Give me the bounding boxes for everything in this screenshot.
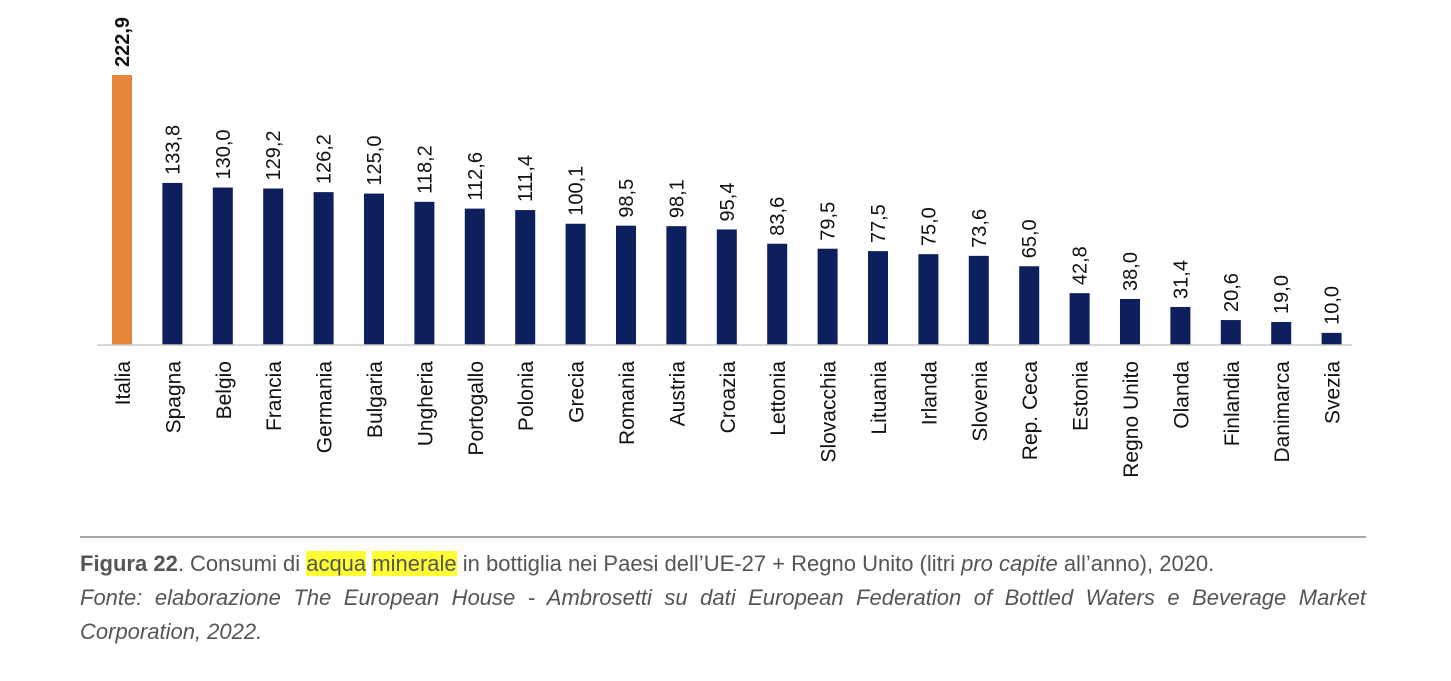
value-label-bulgaria: 125,0 <box>364 136 386 186</box>
caption-text-1: . Consumi di <box>177 551 307 576</box>
bar-italia <box>112 75 132 345</box>
category-label-italia: Italia <box>112 361 135 406</box>
bar-slovacchia <box>817 248 838 345</box>
bar-lettonia <box>767 243 788 345</box>
category-label-ungheria: Ungheria <box>414 361 437 447</box>
caption-text-4: all’anno), 2020. <box>1057 551 1215 576</box>
bar-spagna <box>162 182 183 345</box>
caption-text-3: in bottiglia nei Paesi dell’UE-27 + Regn… <box>456 551 962 576</box>
bar-rep-ceca <box>1019 266 1040 345</box>
bar-lituania <box>868 251 888 345</box>
category-label-portogallo: Portogallo <box>465 361 488 456</box>
category-label-lettonia: Lettonia <box>767 361 790 436</box>
value-label-italia: 222,9 <box>112 17 134 67</box>
category-label-estonia: Estonia <box>1070 361 1093 431</box>
value-label-danimarca: 19,0 <box>1271 275 1293 314</box>
bar-olanda <box>1170 306 1191 345</box>
category-label-grecia: Grecia <box>566 361 589 423</box>
value-label-lettonia: 83,6 <box>767 197 789 236</box>
bar-belgio <box>212 187 233 345</box>
bar-chart: 222,9 133,8 130,0 129,2 126,2 125,0 118,2 112,6… <box>97 17 1352 478</box>
bar-danimarca <box>1271 321 1292 345</box>
bar-regno-unito <box>1120 298 1140 345</box>
category-label-olanda: Olanda <box>1170 361 1193 429</box>
value-label-finlandia: 20,6 <box>1221 273 1243 312</box>
value-label-irlanda: 75,0 <box>918 207 940 246</box>
category-label-finlandia: Finlandia <box>1221 361 1244 447</box>
category-labels-group: Italia Spagna Belgio Francia Germania Bulgari… <box>112 361 1345 478</box>
value-label-belgio: 130,0 <box>213 129 235 179</box>
bars-group <box>112 75 1342 345</box>
caption-source: Fonte: elaborazione The European House -… <box>80 585 1366 644</box>
bar-francia <box>263 188 284 345</box>
category-label-svezia: Svezia <box>1322 361 1345 424</box>
category-label-polonia: Polonia <box>515 361 538 431</box>
value-label-spagna: 133,8 <box>162 125 184 175</box>
category-label-rep-ceca: Rep. Ceca <box>1019 361 1042 461</box>
bar-germania <box>313 192 334 345</box>
category-label-croazia: Croazia <box>717 361 740 434</box>
category-label-austria: Austria <box>666 361 689 427</box>
category-label-belgio: Belgio <box>213 361 236 419</box>
category-label-romania: Romania <box>616 361 639 445</box>
bar-romania <box>616 225 636 345</box>
category-label-spagna: Spagna <box>162 361 185 434</box>
bar-polonia <box>515 210 536 345</box>
highlighted-word-acqua: acqua <box>306 551 367 576</box>
bar-finlandia <box>1220 320 1241 345</box>
caption-divider <box>80 536 1366 538</box>
category-label-regno-unito: Regno Unito <box>1120 361 1143 478</box>
caption-italic-text: pro capite <box>961 551 1058 576</box>
value-label-portogallo: 112,6 <box>465 152 487 201</box>
bar-bulgaria <box>364 193 384 345</box>
value-label-svezia: 10,0 <box>1322 286 1344 325</box>
category-label-slovenia: Slovenia <box>969 361 992 442</box>
value-label-romania: 98,5 <box>616 179 638 218</box>
bar-croazia <box>716 229 737 345</box>
value-label-slovacchia: 79,5 <box>818 202 840 241</box>
value-label-regno-unito: 38,0 <box>1120 252 1142 291</box>
category-label-slovacchia: Slovacchia <box>818 361 841 463</box>
value-label-francia: 129,2 <box>263 130 285 180</box>
value-label-rep-ceca: 65,0 <box>1019 219 1041 258</box>
value-label-olanda: 31,4 <box>1170 260 1192 299</box>
bar-svezia <box>1321 332 1342 345</box>
value-label-germania: 126,2 <box>314 134 336 184</box>
bar-estonia <box>1069 293 1090 345</box>
category-label-irlanda: Irlanda <box>918 361 941 426</box>
bar-ungheria <box>414 201 435 345</box>
figure-caption: Figura 22. Consumi di acqua minerale in … <box>80 547 1366 649</box>
value-label-estonia: 42,8 <box>1070 246 1092 285</box>
value-label-ungheria: 118,2 <box>414 145 436 194</box>
bar-slovenia <box>968 255 989 345</box>
bar-grecia <box>565 223 586 345</box>
category-label-francia: Francia <box>263 361 286 431</box>
category-label-danimarca: Danimarca <box>1271 361 1294 463</box>
category-label-bulgaria: Bulgaria <box>364 361 387 438</box>
value-label-lituania: 77,5 <box>868 204 890 243</box>
value-label-croazia: 95,4 <box>717 183 739 222</box>
figure-number: Figura 22 <box>80 551 178 576</box>
value-label-grecia: 100,1 <box>566 166 588 216</box>
bar-portogallo <box>464 208 485 345</box>
bar-irlanda <box>918 254 939 345</box>
category-label-lituania: Lituania <box>868 361 891 435</box>
bar-austria <box>666 226 687 345</box>
value-labels-group: 222,9 133,8 130,0 129,2 126,2 125,0 118,2 112,6… <box>112 17 1344 325</box>
highlighted-word-minerale: minerale <box>372 551 457 576</box>
caption-title-line: Figura 22. Consumi di acqua minerale in … <box>80 547 1366 581</box>
value-label-slovenia: 73,6 <box>969 209 991 248</box>
category-label-germania: Germania <box>314 361 337 454</box>
value-label-polonia: 111,4 <box>515 155 537 202</box>
value-label-austria: 98,1 <box>666 179 688 218</box>
